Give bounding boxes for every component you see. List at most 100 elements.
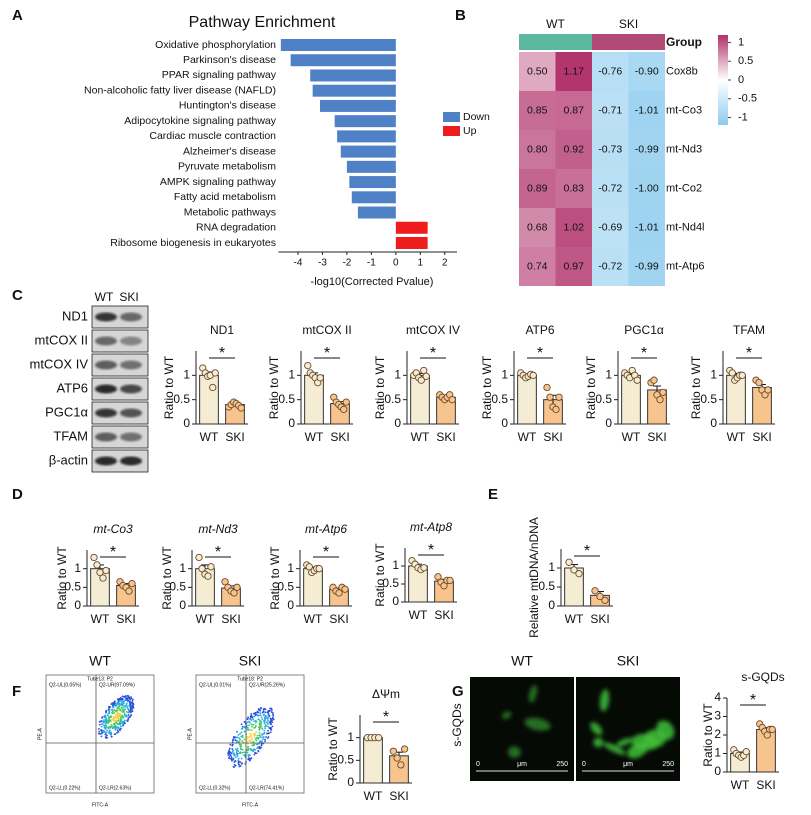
cell-label: 0.87	[564, 104, 585, 116]
quadrant-label: Q2-UL(0.01%)	[199, 682, 232, 688]
event-dot	[113, 733, 116, 736]
data-point	[448, 396, 456, 404]
data-point	[342, 398, 350, 406]
event-dot	[119, 721, 122, 724]
event-dot	[246, 749, 249, 752]
data-point	[209, 383, 217, 392]
quadrant-label: Q2-UR(97.09%)	[99, 682, 135, 688]
x-tick-label: WT	[622, 430, 641, 444]
event-dot	[270, 723, 273, 726]
blot-band	[120, 384, 142, 394]
event-dot	[98, 723, 101, 726]
chart-title: mtCOX IV	[406, 323, 460, 337]
event-dot	[264, 711, 267, 714]
x-tick-label: SKI	[647, 430, 666, 444]
event-dot	[239, 761, 242, 764]
event-dot	[112, 706, 115, 709]
event-dot	[130, 707, 132, 710]
event-dot	[108, 720, 111, 723]
event-dot	[113, 726, 115, 729]
y-tick-label: 0	[183, 416, 190, 430]
cell-label: -0.90	[635, 65, 659, 77]
heatmap-cell	[555, 91, 592, 130]
chart-title: mt-Co3	[93, 522, 133, 536]
event-dot	[246, 751, 249, 754]
event-dot	[240, 743, 243, 746]
event-dot	[232, 735, 235, 738]
y-tick-label: 1	[714, 746, 721, 760]
data-point	[552, 405, 560, 414]
event-dot	[121, 716, 124, 719]
event-dot	[122, 723, 124, 725]
significance-label: *	[110, 544, 116, 561]
colorbar-label: 0.5	[738, 55, 753, 67]
event-dot	[112, 723, 115, 726]
y-tick-label: 0	[714, 764, 721, 778]
y-tick-label: 2	[714, 727, 721, 741]
event-dot	[108, 708, 111, 711]
event-dot	[110, 731, 112, 734]
event-dot	[246, 726, 249, 729]
blot-band	[120, 408, 142, 418]
blot-band	[120, 312, 142, 322]
event-dot	[271, 719, 273, 722]
event-dot	[129, 700, 131, 703]
event-dot	[120, 719, 123, 722]
event-dot	[120, 727, 122, 730]
scale-label: μm	[517, 761, 527, 768]
data-point	[102, 566, 110, 575]
event-dot	[272, 717, 274, 720]
blot-band	[95, 336, 117, 346]
image-label: SKI	[617, 653, 640, 669]
event-dot	[231, 744, 234, 747]
group-bar	[519, 34, 592, 50]
cell-signal	[656, 720, 675, 740]
y-axis-label: Ratio to WT	[689, 355, 703, 419]
dot-cloud	[227, 706, 275, 768]
event-dot	[246, 739, 248, 742]
event-dot	[254, 711, 257, 714]
blot-row-label: β-actin	[49, 452, 88, 467]
blot-row-label: mtCOX IV	[29, 356, 88, 371]
y-tick-label: 0	[548, 598, 555, 612]
event-dot	[231, 748, 234, 750]
event-dot	[263, 717, 266, 719]
event-dot	[251, 716, 254, 719]
event-dot	[261, 718, 264, 721]
event-dot	[252, 718, 255, 721]
event-dot	[115, 711, 118, 714]
event-dot	[232, 758, 235, 761]
category-label: Fatty acid metabolism	[174, 191, 276, 203]
event-dot	[250, 737, 253, 740]
event-dot	[118, 712, 121, 715]
data-point	[335, 589, 343, 597]
y-tick-label: 1	[501, 368, 508, 382]
blot-band	[95, 384, 117, 394]
event-dot	[234, 756, 237, 759]
lane-label: WT	[95, 290, 114, 304]
data-point	[374, 734, 383, 742]
y-axis-label: Relative mtDNA/nDNA	[527, 517, 541, 638]
event-dot	[253, 732, 256, 735]
significance-label: *	[641, 345, 647, 362]
event-dot	[269, 720, 272, 723]
data-point	[755, 378, 763, 387]
event-dot	[126, 720, 129, 722]
legend-label: Down	[463, 111, 490, 123]
event-dot	[118, 709, 121, 712]
event-dot	[105, 731, 108, 734]
heatmap-cell	[592, 208, 629, 247]
event-dot	[125, 702, 128, 705]
event-dot	[126, 705, 128, 707]
event-dot	[258, 728, 261, 730]
event-dot	[256, 710, 259, 713]
cell-signal	[593, 737, 604, 748]
data-point	[575, 570, 583, 578]
event-dot	[116, 707, 118, 710]
event-dot	[100, 735, 103, 738]
blot-band	[95, 360, 117, 370]
event-dot	[259, 722, 261, 724]
event-dot	[234, 760, 237, 762]
heatmap-cell	[592, 169, 629, 208]
cell-label: -1.00	[635, 182, 659, 194]
